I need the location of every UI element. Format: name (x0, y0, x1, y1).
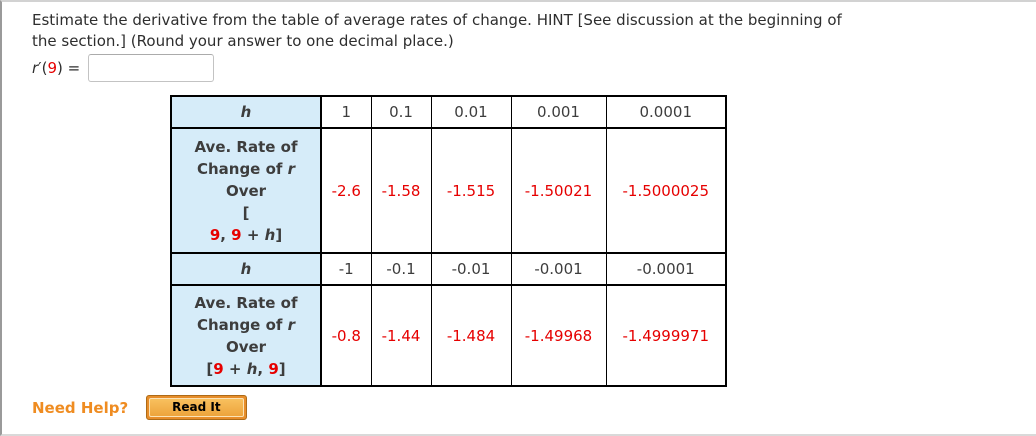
rate-label-line2: Change of (196, 159, 288, 178)
question-text-line1: Estimate the derivative from the table o… (32, 11, 842, 29)
prime-open-paren: ′( (38, 59, 48, 77)
need-help-section: Need Help? Read It (32, 395, 247, 420)
read-it-button-label: Read It (149, 398, 244, 417)
rate-value-cell: -1.58 (370, 127, 432, 254)
rate-value-cell: -1.49968 (510, 284, 607, 387)
interval-open-bracket: [ (206, 359, 214, 378)
rates-table: h 1 0.1 0.01 0.001 0.0001 Ave. Rate of C… (170, 95, 727, 387)
table-row-rate-negative: Ave. Rate of Change of r Over [9 + h, 9]… (170, 284, 727, 387)
function-name: r (32, 59, 39, 77)
h-value-cell: 0.01 (430, 95, 512, 129)
interval-close-bracket: ] (278, 359, 286, 378)
h-value-cell: 0.0001 (605, 95, 727, 129)
interval-open-bracket: [ (242, 203, 250, 222)
rate-value-cell: -0.8 (320, 284, 372, 387)
h-value-cell: -1 (320, 252, 372, 286)
h-variable: h (246, 359, 258, 378)
h-value-cell: -0.001 (510, 252, 607, 286)
rate-label-line2: Change of (196, 315, 288, 334)
question-text-line2: the section.] (Round your answer to one … (32, 32, 454, 50)
h-header-cell: h (170, 95, 322, 129)
answer-arg: 9 (47, 59, 57, 77)
interval-endpoint: 9 (268, 359, 279, 378)
interval-endpoint: 9 (231, 225, 242, 244)
h-value-cell: 0.001 (510, 95, 607, 129)
function-variable: r (287, 159, 296, 178)
h-variable: h (240, 103, 252, 121)
rate-label-cell-forward: Ave. Rate of Change of r Over [ 9, 9 + h… (170, 127, 322, 254)
h-value-cell: -0.01 (430, 252, 512, 286)
h-variable: h (240, 260, 252, 278)
plus-operator: + (241, 225, 265, 244)
rate-value-cell: -1.5000025 (605, 127, 727, 254)
table-row-h-positive: h 1 0.1 0.01 0.001 0.0001 (170, 95, 727, 129)
rate-value-cell: -2.6 (320, 127, 372, 254)
answer-row: r′(9) = (32, 54, 215, 82)
plus-operator: + (223, 359, 247, 378)
rate-label-cell-backward: Ave. Rate of Change of r Over [9 + h, 9] (170, 284, 322, 387)
rate-value-cell: -1.4999971 (605, 284, 727, 387)
h-value-cell: 0.1 (370, 95, 432, 129)
rate-value-cell: -1.484 (430, 284, 512, 387)
rate-value-cell: -1.50021 (510, 127, 607, 254)
h-variable: h (264, 225, 276, 244)
interval-separator: , (257, 359, 269, 378)
function-variable: r (287, 315, 296, 334)
read-it-button[interactable]: Read It (146, 395, 247, 420)
interval-separator: , (220, 225, 232, 244)
interval-endpoint: 9 (209, 225, 221, 244)
h-value-cell: -0.0001 (605, 252, 727, 286)
rate-label-line1: Ave. Rate of (194, 293, 298, 312)
h-header-cell: h (170, 252, 322, 286)
answer-input[interactable] (88, 54, 215, 82)
rate-value-cell: -1.515 (430, 127, 512, 254)
table-row-h-negative: h -1 -0.1 -0.01 -0.001 -0.0001 (170, 252, 727, 286)
rate-value-cell: -1.44 (370, 284, 432, 387)
rate-label-line3: Over (225, 181, 267, 200)
answer-label: r′(9) = (32, 59, 80, 77)
interval-close-bracket: ] (275, 225, 283, 244)
need-help-label: Need Help? (32, 398, 129, 417)
interval-endpoint: 9 (213, 359, 224, 378)
question-text: Estimate the derivative from the table o… (32, 10, 1027, 52)
rate-label-line3: Over (225, 337, 267, 356)
rate-label-line1: Ave. Rate of (194, 137, 298, 156)
close-paren-equals: ) = (56, 59, 81, 77)
h-value-cell: 1 (320, 95, 372, 129)
h-value-cell: -0.1 (370, 252, 432, 286)
table-row-rate-positive: Ave. Rate of Change of r Over [ 9, 9 + h… (170, 127, 727, 254)
